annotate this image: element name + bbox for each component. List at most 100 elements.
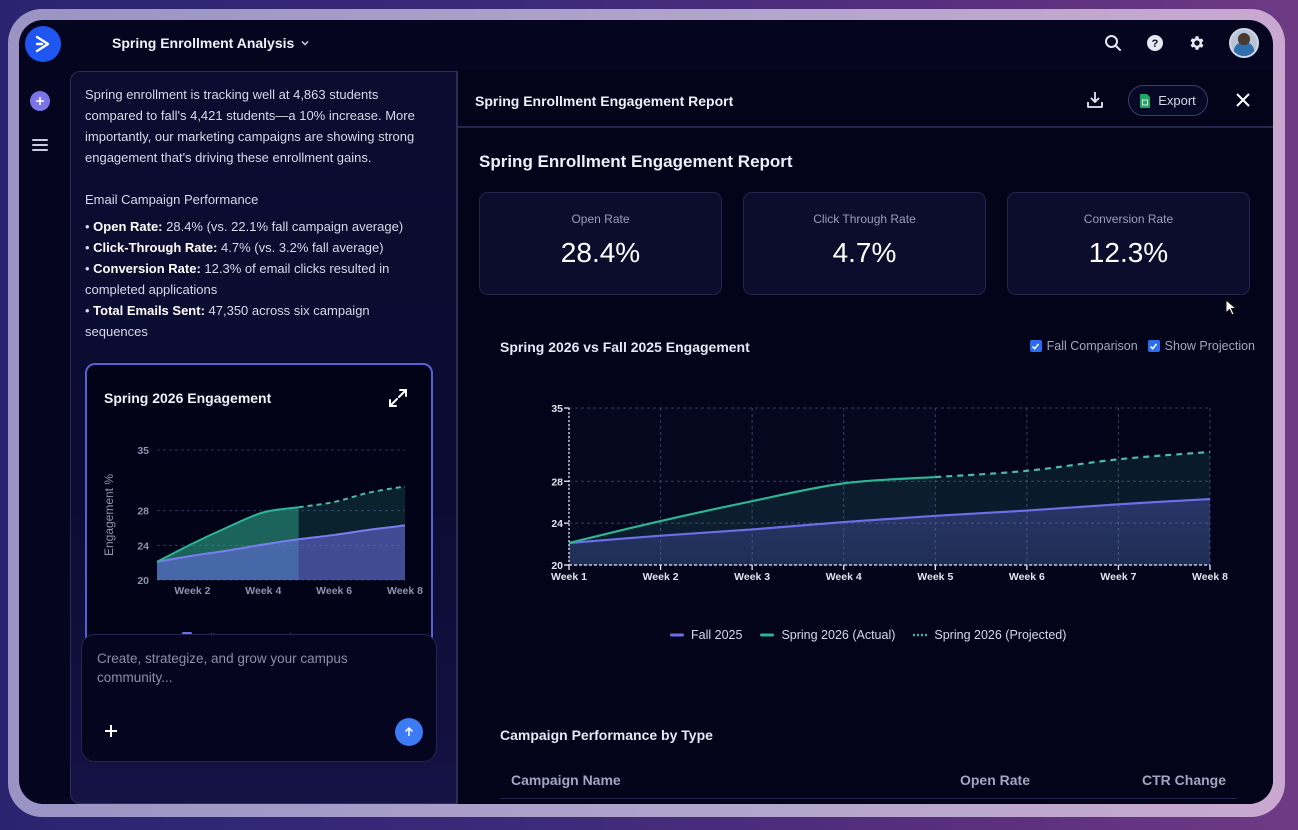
bullet-item: • Open Rate: 28.4% (vs. 22.1% fall campa… xyxy=(85,219,404,234)
mini-chart: Engagement % 20 24 28 35 Week 2 Week 4 Week 6 We… xyxy=(102,445,423,644)
chevron-down-icon xyxy=(301,40,309,46)
kpi-label: Click Through Rate xyxy=(813,212,916,226)
chart-title: Spring 2026 vs Fall 2025 Engagement xyxy=(500,339,750,355)
y-tick-label: 24 xyxy=(551,518,563,530)
kpi-card-open-rate: Open Rate 28.4% xyxy=(479,192,722,295)
prompt-input[interactable] xyxy=(97,649,417,699)
x-tick-label: Week 1 xyxy=(551,571,587,583)
arrow-up-icon xyxy=(404,726,414,736)
x-tick-label: Week 7 xyxy=(1100,571,1136,583)
series-line-fall-2025 xyxy=(568,497,1211,545)
campaign-table: Campaign Name Open Rate CTR Change Sprin… xyxy=(500,761,1237,804)
toggle-label: Show Projection xyxy=(1164,339,1255,353)
column-header[interactable]: Campaign Name xyxy=(511,771,621,788)
chart-toggles: Fall Comparison Show Projection xyxy=(1029,339,1255,353)
x-tick-label: Week 6 xyxy=(1009,571,1045,583)
bullet-item: • Conversion Rate: 12.3% of email clicks… xyxy=(85,261,390,297)
y-tick-label: 28 xyxy=(551,476,563,488)
mini-y-axis-label: Engagement % xyxy=(102,474,116,556)
composer xyxy=(81,634,437,762)
y-tick-label: 20 xyxy=(551,560,563,572)
mini-line-fall xyxy=(156,524,406,563)
kpi-label: Conversion Rate xyxy=(1083,212,1174,226)
kpi-value: 12.3% xyxy=(1088,237,1169,268)
mouse-cursor-icon xyxy=(1225,299,1237,316)
series-line-spring-projected xyxy=(935,450,1211,479)
report-panel: Spring Enrollment Engagement Report Expo… xyxy=(457,71,1273,804)
actual-period-shade xyxy=(569,408,936,565)
search-icon[interactable] xyxy=(1103,33,1123,53)
mini-chart-card[interactable]: Spring 2026 Engagement Engagement % 20 24 2… xyxy=(85,363,433,653)
mini-x-tick-label: Week 4 xyxy=(245,585,281,597)
mini-x-tick-label: Week 6 xyxy=(316,585,352,597)
sheets-icon xyxy=(1140,93,1151,108)
expand-icon[interactable] xyxy=(387,387,409,409)
mini-fall-area xyxy=(157,525,405,580)
project-title-dropdown[interactable]: Spring Enrollment Analysis xyxy=(112,35,310,51)
kpi-value: 4.7% xyxy=(832,237,897,268)
menu-icon[interactable] xyxy=(32,139,48,153)
mini-y-tick-label: 28 xyxy=(137,506,149,518)
toggle-label: Fall Comparison xyxy=(1046,339,1138,353)
report-header: Spring Enrollment Engagement Report Expo… xyxy=(458,71,1273,128)
x-tick-label: Week 2 xyxy=(643,571,679,583)
legend-swatch-spring-projected xyxy=(913,633,928,637)
report-header-title: Spring Enrollment Engagement Report xyxy=(475,93,734,109)
attach-plus-icon[interactable] xyxy=(104,724,118,738)
logo-icon[interactable] xyxy=(25,26,61,62)
table-title: Campaign Performance by Type xyxy=(500,727,713,743)
legend-swatch-spring-actual xyxy=(760,633,775,637)
y-tick-label: 35 xyxy=(551,403,563,415)
mini-line-spring-actual xyxy=(156,506,299,563)
column-header[interactable]: Open Rate xyxy=(959,771,1030,788)
new-chat-button[interactable] xyxy=(30,91,50,111)
gear-icon[interactable] xyxy=(1187,33,1207,53)
export-button[interactable]: Export xyxy=(1128,85,1208,116)
table-row[interactable]: Spring Into Your Major 31% ↑ 8.9% xyxy=(500,799,1237,804)
table-header: Campaign Name Open Rate CTR Change xyxy=(500,761,1237,799)
kpi-row: Open Rate 28.4% Click Through Rate 4.7% … xyxy=(479,192,1250,295)
fall-area xyxy=(569,499,1210,565)
mini-y-tick-label: 24 xyxy=(137,540,149,552)
series-line-spring-actual xyxy=(568,475,936,545)
chat-panel: Spring enrollment is tracking well at 4,… xyxy=(70,71,457,804)
engagement-chart: 20 24 28 35 Week 1 Week 2 Week 3 Week 4 Week 5 We… xyxy=(551,403,1228,583)
toggle-show-projection[interactable]: Show Projection xyxy=(1147,339,1255,353)
app-window: Spring Enrollment Analysis ? Spring enro… xyxy=(19,20,1273,804)
kpi-value: 28.4% xyxy=(560,237,641,268)
svg-text:?: ? xyxy=(1152,38,1159,50)
mini-line-spring-projected xyxy=(298,485,406,509)
mini-chart-title: Spring 2026 Engagement xyxy=(104,390,272,406)
kpi-label: Open Rate xyxy=(571,212,630,226)
column-header[interactable]: CTR Change xyxy=(1142,771,1226,788)
toggle-fall-comparison[interactable]: Fall Comparison xyxy=(1029,339,1138,353)
plus-icon xyxy=(36,97,44,105)
send-button[interactable] xyxy=(395,718,423,746)
legend-item-spring-actual[interactable]: Spring 2026 (Actual) xyxy=(760,628,895,642)
legend-item-fall[interactable]: Fall 2025 xyxy=(670,628,742,642)
close-icon[interactable] xyxy=(1235,92,1251,108)
legend-item-spring-projected[interactable]: Spring 2026 (Projected) xyxy=(913,628,1066,642)
x-tick-label: Week 3 xyxy=(734,571,770,583)
avatar[interactable] xyxy=(1229,28,1259,58)
section-title: Email Campaign Performance xyxy=(85,192,259,207)
assistant-message: Spring enrollment is tracking well at 4,… xyxy=(85,84,435,342)
checkbox-checked-icon[interactable] xyxy=(1029,340,1042,352)
mini-x-tick-label: Week 2 xyxy=(174,585,210,597)
mini-y-tick-label: 20 xyxy=(137,575,149,587)
x-tick-label: Week 5 xyxy=(917,571,953,583)
checkbox-checked-icon[interactable] xyxy=(1147,340,1160,352)
bullet-item: • Click-Through Rate: 4.7% (vs. 3.2% fal… xyxy=(85,240,384,255)
mini-y-tick-label: 35 xyxy=(137,445,149,457)
project-title: Spring Enrollment Analysis xyxy=(112,35,295,51)
help-icon[interactable]: ? xyxy=(1145,33,1165,53)
x-tick-label: Week 8 xyxy=(1192,571,1228,583)
mini-x-tick-label: Week 8 xyxy=(387,585,423,597)
top-bar: Spring Enrollment Analysis ? xyxy=(19,20,1273,70)
kpi-card-conversion: Conversion Rate 12.3% xyxy=(1007,192,1250,295)
message-intro: Spring enrollment is tracking well at 4,… xyxy=(85,87,415,165)
kpi-card-ctr: Click Through Rate 4.7% xyxy=(743,192,986,295)
download-icon[interactable] xyxy=(1085,90,1105,110)
bullet-item: • Total Emails Sent: 47,350 across six c… xyxy=(85,303,370,339)
top-actions: ? xyxy=(1103,28,1259,58)
